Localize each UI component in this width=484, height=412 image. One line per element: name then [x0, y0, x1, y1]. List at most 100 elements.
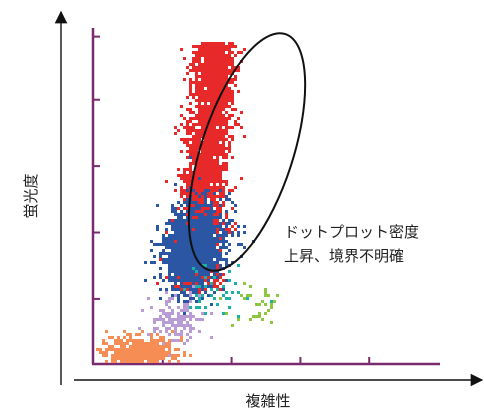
- data-point: [189, 252, 192, 255]
- data-point: [219, 246, 222, 249]
- data-point: [198, 288, 201, 291]
- data-point: [198, 102, 201, 105]
- data-point: [219, 225, 222, 228]
- data-point: [180, 219, 183, 222]
- data-point: [207, 66, 210, 69]
- data-point: [165, 288, 168, 291]
- data-point: [201, 66, 204, 69]
- data-point: [204, 207, 207, 210]
- data-point: [195, 225, 198, 228]
- data-point: [180, 252, 183, 255]
- data-point: [222, 204, 225, 207]
- data-point: [195, 240, 198, 243]
- data-point: [186, 231, 189, 234]
- data-point: [219, 255, 222, 258]
- data-point: [195, 147, 198, 150]
- data-point: [207, 273, 210, 276]
- data-point: [213, 219, 216, 222]
- data-point: [231, 126, 234, 129]
- data-point: [219, 117, 222, 120]
- data-point: [174, 276, 177, 279]
- data-point: [237, 291, 240, 294]
- data-point: [225, 168, 228, 171]
- data-point: [192, 264, 195, 267]
- data-point: [225, 120, 228, 123]
- data-point: [231, 51, 234, 54]
- data-point: [234, 78, 237, 81]
- data-point: [198, 276, 201, 279]
- data-point: [201, 246, 204, 249]
- data-point: [198, 243, 201, 246]
- data-point: [207, 237, 210, 240]
- data-point: [168, 246, 171, 249]
- data-point: [192, 192, 195, 195]
- data-point: [213, 261, 216, 264]
- data-point: [177, 264, 180, 267]
- data-point: [192, 198, 195, 201]
- data-point: [237, 231, 240, 234]
- data-point: [195, 219, 198, 222]
- data-point: [219, 72, 222, 75]
- data-point: [189, 144, 192, 147]
- data-point: [258, 303, 261, 306]
- data-point: [153, 261, 156, 264]
- data-point: [198, 144, 201, 147]
- data-point: [231, 225, 234, 228]
- data-point: [228, 306, 231, 309]
- data-point: [222, 57, 225, 60]
- data-point: [195, 153, 198, 156]
- data-point: [216, 117, 219, 120]
- data-point: [186, 192, 189, 195]
- data-point: [198, 90, 201, 93]
- data-point: [195, 294, 198, 297]
- data-point: [180, 276, 183, 279]
- data-point: [195, 195, 198, 198]
- data-point: [198, 300, 201, 303]
- data-point: [177, 297, 180, 300]
- data-point: [177, 219, 180, 222]
- data-point: [195, 87, 198, 90]
- data-point: [171, 243, 174, 246]
- data-point: [231, 42, 234, 45]
- data-point: [219, 69, 222, 72]
- data-point: [207, 183, 210, 186]
- data-point: [243, 225, 246, 228]
- data-point: [225, 138, 228, 141]
- data-point: [219, 150, 222, 153]
- data-point: [210, 138, 213, 141]
- data-point: [171, 240, 174, 243]
- data-point: [216, 138, 219, 141]
- data-point: [216, 159, 219, 162]
- data-point: [216, 123, 219, 126]
- data-point: [207, 147, 210, 150]
- data-point: [201, 219, 204, 222]
- data-point: [180, 243, 183, 246]
- data-point: [204, 66, 207, 69]
- data-point: [195, 216, 198, 219]
- data-point: [210, 294, 213, 297]
- data-point: [186, 276, 189, 279]
- data-point: [231, 66, 234, 69]
- data-point: [174, 285, 177, 288]
- data-point: [228, 69, 231, 72]
- data-point: [162, 252, 165, 255]
- data-point: [219, 132, 222, 135]
- data-point: [231, 291, 234, 294]
- data-point: [198, 216, 201, 219]
- data-point: [195, 114, 198, 117]
- data-point: [204, 228, 207, 231]
- data-point: [201, 165, 204, 168]
- data-point: [210, 123, 213, 126]
- data-point: [210, 180, 213, 183]
- data-point: [231, 90, 234, 93]
- data-point: [219, 267, 222, 270]
- data-point: [222, 48, 225, 51]
- data-point: [216, 210, 219, 213]
- data-point: [189, 273, 192, 276]
- data-point: [183, 57, 186, 60]
- data-point: [207, 267, 210, 270]
- data-point: [174, 126, 177, 129]
- data-point: [228, 51, 231, 54]
- data-point: [219, 234, 222, 237]
- data-point: [204, 126, 207, 129]
